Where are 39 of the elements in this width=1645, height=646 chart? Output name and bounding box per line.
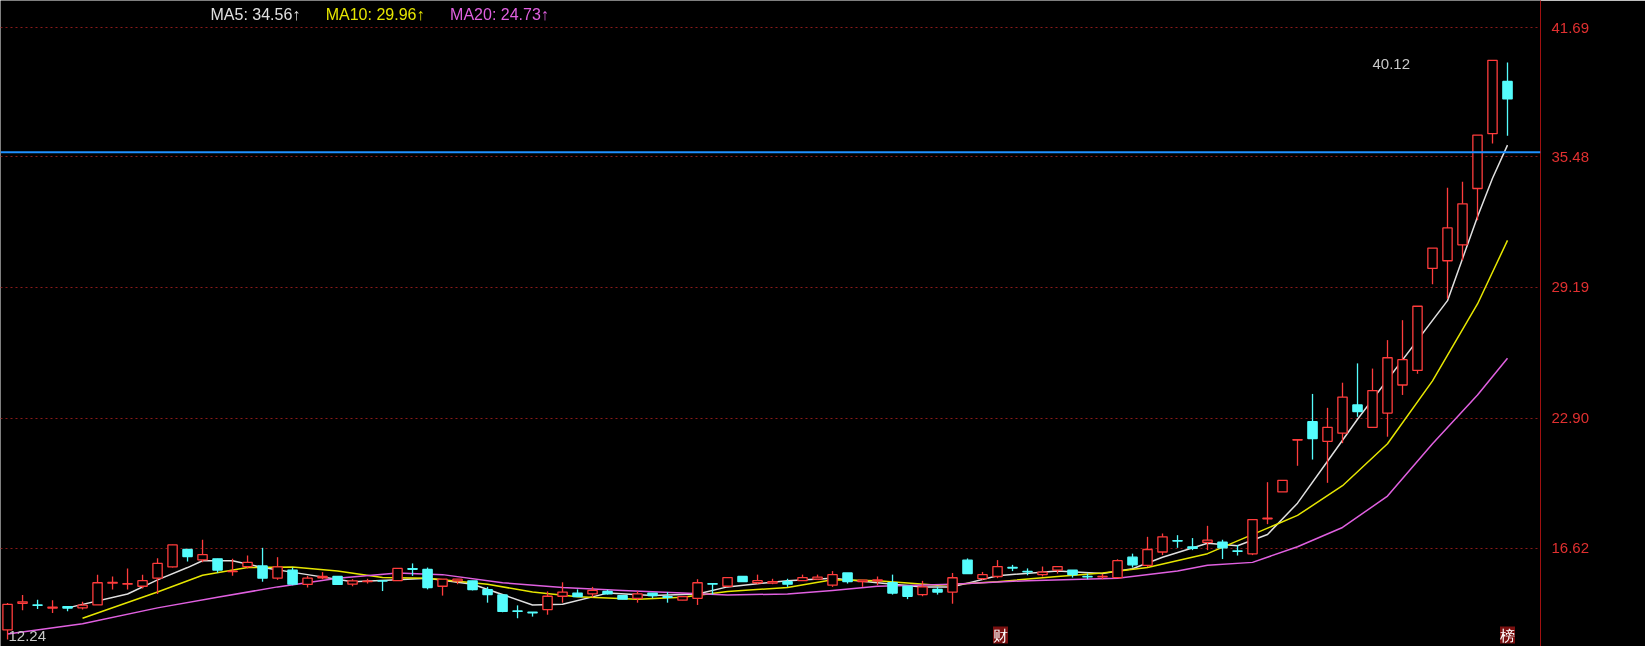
candlestick [167,544,178,569]
candlestick [1292,438,1303,467]
candlestick [542,590,553,616]
candlestick [887,573,898,596]
candlestick [1142,536,1153,568]
candlestick [1307,393,1318,461]
candlestick [1352,362,1363,418]
candlestick [257,547,268,583]
candlestick [1322,407,1333,484]
annotation: 榜 [1500,626,1515,644]
annotation: 12.24 [8,626,47,644]
candlestick [92,573,103,606]
line-series [81,239,1509,619]
candlestick [1502,61,1513,137]
candlestick [557,581,568,604]
annotation: 财 [993,626,1008,644]
candlestick [692,578,703,606]
text: MA5: 34.56↑ [210,5,301,23]
candlestick [272,556,283,581]
candlestick [1157,532,1168,556]
candlestick [152,557,163,595]
candlestick [947,572,958,605]
candlestick [1262,481,1273,525]
candlestick [422,566,433,591]
candlestick [992,559,1003,579]
text: MA20: 24.73↑ [450,5,549,23]
candlestick [197,539,208,564]
text: MA10: 29.96↑ [325,5,425,23]
candlestick [1112,558,1123,579]
candlestick [122,567,133,591]
y-tick-label: 29.19 [1551,278,1590,296]
candlestick [1202,525,1213,551]
candlestick [1217,539,1228,560]
y-tick-label: 16.62 [1551,539,1590,557]
y-tick-label: 22.90 [1551,409,1590,427]
y-tick-label: 41.69 [1551,18,1590,36]
annotation: 40.12 [1372,54,1411,72]
candlestick [1427,247,1438,285]
y-tick-label: 35.48 [1551,147,1590,165]
